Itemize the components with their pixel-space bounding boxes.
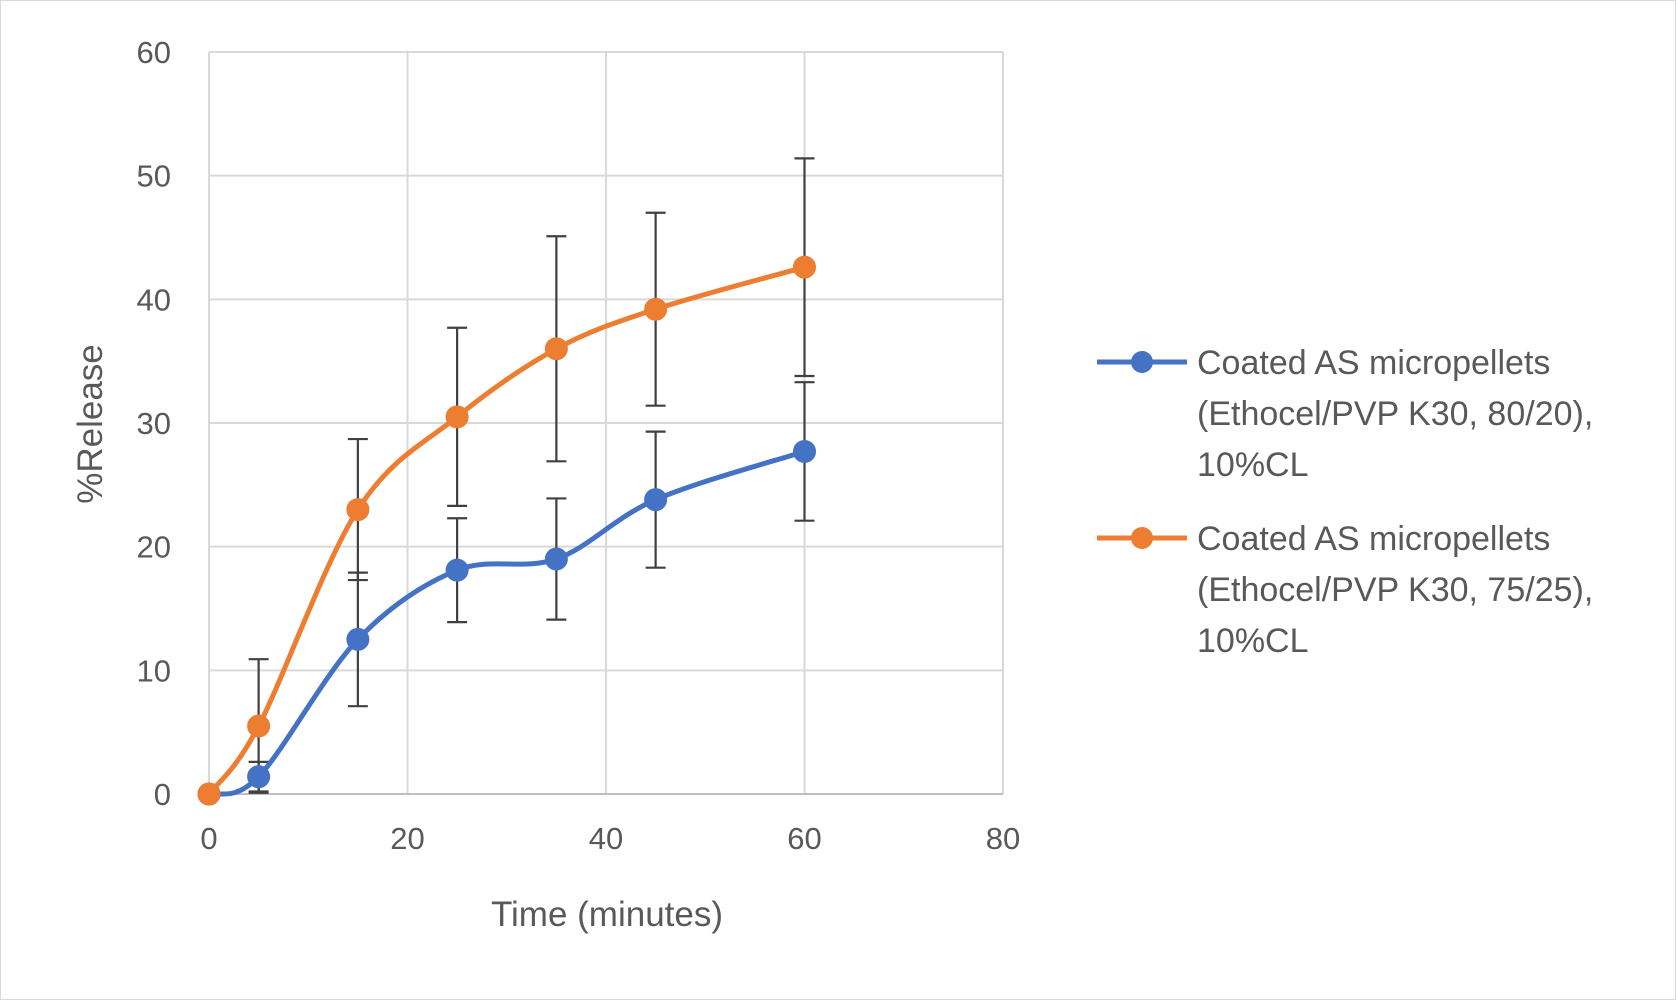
data-point-2: [346, 498, 370, 522]
x-tick-label: 20: [390, 821, 424, 856]
data-point-2: [644, 297, 668, 321]
x-tick-label: 80: [986, 821, 1020, 856]
legend: Coated AS micropellets (Ethocel/PVP K30, …: [1097, 344, 1593, 660]
data-point-2: [793, 255, 816, 279]
legend-label-line: Coated AS micropellets: [1197, 344, 1550, 382]
legend-entry-1: Coated AS micropellets (Ethocel/PVP K30, …: [1097, 344, 1593, 484]
x-tick-label: 0: [200, 821, 217, 856]
y-tick-label: 20: [137, 530, 171, 565]
legend-label-line: 10%CL: [1197, 622, 1309, 660]
legend-label-line: (Ethocel/PVP K30, 80/20),: [1197, 395, 1593, 433]
data-points: [197, 255, 816, 806]
y-tick-label: 40: [137, 282, 171, 317]
data-point-1: [544, 547, 568, 571]
data-point-2: [247, 714, 271, 738]
data-point-2: [544, 337, 568, 361]
legend-entry-2: Coated AS micropellets (Ethocel/PVP K30, …: [1097, 520, 1593, 660]
x-tick-label: 60: [787, 821, 821, 856]
gridlines: [208, 51, 1004, 794]
series-lines: [206, 264, 807, 797]
data-point-2: [445, 405, 469, 429]
legend-swatch-marker: [1131, 351, 1153, 373]
legend-swatch-marker: [1131, 527, 1153, 549]
y-tick-label: 0: [154, 777, 171, 812]
series-line-1: [206, 448, 807, 797]
legend-label-line: (Ethocel/PVP K30, 75/25),: [1197, 571, 1593, 609]
x-tick-label: 40: [589, 821, 623, 856]
x-axis-title: Time (minutes): [491, 895, 723, 934]
y-axis-title: %Release: [71, 344, 110, 504]
data-point-1: [644, 488, 668, 512]
data-point-1: [793, 439, 816, 463]
y-tick-label: 30: [137, 406, 171, 441]
legend-label-line: Coated AS micropellets: [1197, 520, 1550, 558]
data-point-1: [346, 627, 370, 651]
y-tick-label: 50: [137, 159, 171, 194]
legend-label-line: 10%CL: [1197, 446, 1309, 484]
data-point-1: [445, 558, 469, 582]
y-tick-label: 10: [137, 653, 171, 688]
tick-labels: 0 10 20 30 40 50 60 0 20 40 60 80: [137, 35, 1021, 856]
series-line-2: [206, 264, 807, 797]
data-point-2: [197, 782, 221, 806]
data-point-1: [247, 765, 271, 789]
y-tick-label: 60: [137, 35, 171, 70]
